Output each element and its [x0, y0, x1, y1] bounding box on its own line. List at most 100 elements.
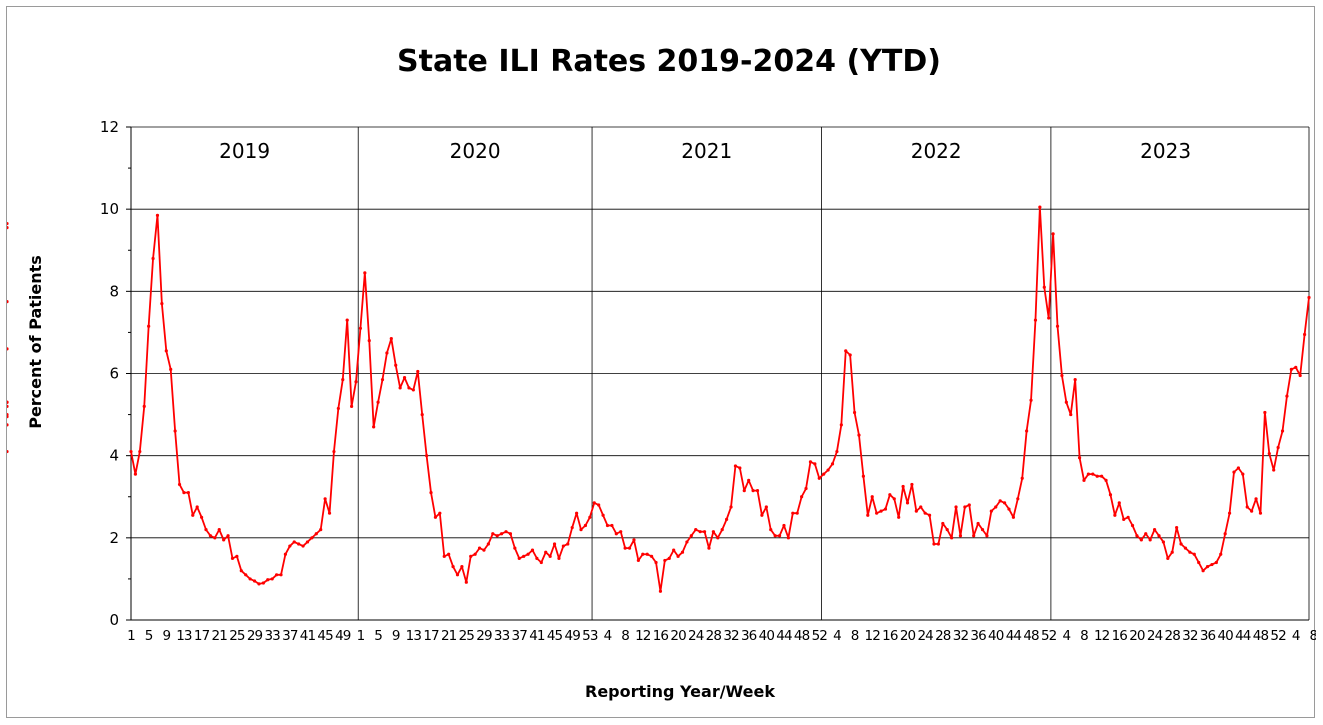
data-point — [1152, 528, 1157, 532]
data-point — [967, 503, 971, 507]
ytick-label-8: 8 — [109, 282, 119, 300]
data-point — [702, 530, 707, 534]
data-point — [597, 503, 601, 507]
data-point — [327, 511, 332, 515]
xtick-label: 4 — [1062, 628, 1070, 644]
data-point — [248, 577, 252, 581]
data-point — [464, 580, 468, 584]
data-point — [389, 336, 393, 341]
data-point — [7, 423, 9, 427]
data-point — [1117, 501, 1121, 505]
data-point — [1148, 538, 1152, 542]
xtick-label: 24 — [688, 628, 704, 644]
data-point — [1113, 513, 1117, 517]
data-point — [632, 538, 636, 542]
data-point — [292, 540, 296, 544]
data-point — [985, 534, 989, 538]
data-point — [1219, 552, 1223, 556]
data-point — [398, 386, 402, 390]
data-point — [186, 491, 190, 495]
data-point — [354, 380, 358, 384]
data-point — [204, 528, 208, 532]
series-line — [130, 206, 1310, 593]
xtick-label: 24 — [1147, 628, 1163, 644]
xtick-label: 4 — [1292, 628, 1300, 644]
data-point — [777, 534, 782, 538]
data-point — [839, 423, 843, 427]
data-point — [305, 540, 310, 544]
gridlines — [131, 126, 1309, 621]
data-point — [654, 560, 658, 565]
data-point — [1250, 509, 1254, 513]
data-point — [601, 513, 605, 517]
ili-line-chart: State ILI Rates 2019-2024 (YTD) 2019 2020… — [7, 44, 1316, 701]
data-point — [350, 404, 354, 408]
year-label-2019: 2019 — [219, 139, 270, 163]
data-point — [954, 505, 958, 509]
data-point — [1205, 564, 1210, 569]
data-point — [147, 324, 151, 328]
data-point — [420, 412, 424, 417]
data-point — [182, 491, 186, 495]
data-point — [610, 523, 614, 528]
ytick-label-0: 0 — [109, 611, 119, 629]
data-point — [7, 347, 9, 351]
data-point — [910, 482, 914, 487]
data-point — [614, 532, 618, 536]
xtick-label: 53 — [582, 628, 598, 644]
xtick-label: 13 — [176, 628, 192, 644]
data-point — [875, 511, 879, 515]
data-point — [813, 462, 817, 466]
xtick-label: 9 — [392, 628, 400, 644]
data-point — [932, 542, 936, 546]
data-point — [416, 369, 420, 374]
xtick-label: 32 — [723, 628, 739, 644]
data-point — [764, 505, 768, 509]
xtick-label: 17 — [194, 628, 210, 644]
data-point — [151, 256, 155, 261]
data-point — [800, 495, 804, 499]
data-point — [367, 339, 371, 343]
xtick-label: 16 — [1112, 628, 1128, 644]
data-point — [1280, 429, 1285, 433]
data-point — [1285, 394, 1289, 398]
xtick-label: 21 — [441, 628, 457, 644]
data-point — [1055, 324, 1060, 328]
data-point — [755, 488, 760, 493]
data-point — [1108, 493, 1113, 497]
xtick-label: 52 — [812, 628, 828, 644]
data-point — [1183, 546, 1188, 550]
data-point — [491, 532, 495, 536]
data-point — [1179, 542, 1183, 546]
data-point — [447, 552, 451, 556]
xtick-label: 52 — [1041, 628, 1057, 644]
data-point — [1064, 400, 1068, 404]
data-point — [195, 505, 199, 509]
data-point — [667, 556, 671, 560]
data-point — [473, 552, 477, 556]
xtick-label: 37 — [282, 628, 298, 644]
data-point — [561, 544, 565, 548]
xtick-label: 12 — [865, 628, 881, 644]
data-point — [1289, 367, 1293, 371]
xtick-label: 36 — [970, 628, 986, 644]
data-point — [998, 499, 1002, 503]
xtick-label: 48 — [1023, 628, 1039, 644]
data-point — [451, 564, 455, 569]
data-point — [694, 528, 698, 532]
data-point — [1016, 497, 1020, 501]
data-point — [1258, 511, 1263, 515]
ytick-label-6: 6 — [109, 365, 119, 383]
data-point — [1241, 472, 1245, 476]
data-point — [504, 530, 508, 534]
data-point — [336, 406, 340, 411]
data-point — [852, 410, 857, 415]
data-point — [7, 400, 9, 404]
data-point — [7, 221, 9, 226]
xtick-label: 16 — [653, 628, 669, 644]
xtick-label: 21 — [212, 628, 228, 644]
data-point — [641, 552, 645, 556]
data-point — [1025, 429, 1029, 433]
xtick-label: 24 — [917, 628, 933, 644]
data-point — [1033, 318, 1038, 322]
